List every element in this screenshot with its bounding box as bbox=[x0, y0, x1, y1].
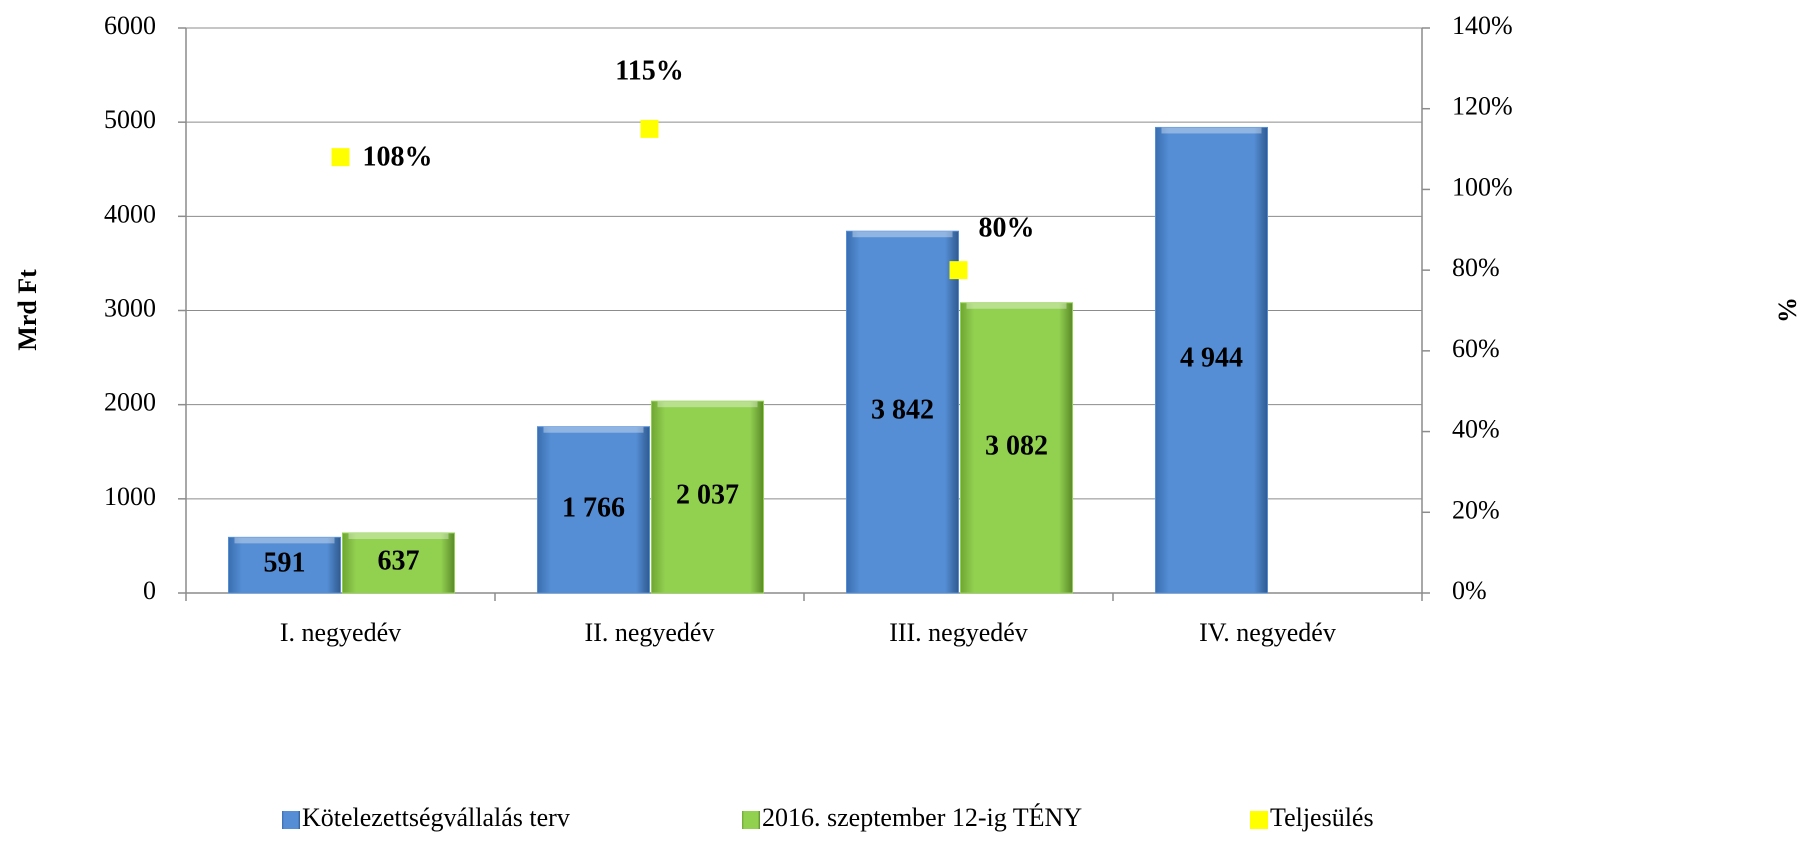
y-tick-label: 2000 bbox=[104, 388, 156, 417]
point bbox=[331, 148, 350, 167]
value-label: 2 037 bbox=[676, 480, 739, 511]
bar-bevel bbox=[348, 533, 449, 540]
y2-tick-label: 60% bbox=[1452, 334, 1500, 363]
bar-bevel bbox=[852, 231, 953, 238]
x-tick-label: I. negyedév bbox=[280, 618, 401, 647]
y2-tick-label: 80% bbox=[1452, 253, 1500, 282]
bar bbox=[342, 532, 455, 594]
value-label: 108% bbox=[363, 142, 433, 173]
x-tick-label: II. negyedév bbox=[585, 618, 715, 647]
value-label: 4 944 bbox=[1180, 343, 1243, 374]
legend-label: Kötelezettségvállalás terv bbox=[302, 803, 570, 832]
y-axis-title: Mrd Ft bbox=[13, 269, 42, 351]
bar-bevel bbox=[234, 537, 335, 544]
y-tick-label: 1000 bbox=[104, 482, 156, 511]
point bbox=[640, 119, 659, 138]
legend-swatch bbox=[1250, 811, 1268, 829]
bar bbox=[846, 230, 959, 594]
bar bbox=[1155, 126, 1268, 594]
y2-tick-label: 20% bbox=[1452, 495, 1500, 524]
value-label: 115% bbox=[615, 55, 683, 86]
bar-bevel bbox=[1161, 127, 1262, 134]
y-tick-label: 4000 bbox=[104, 199, 156, 228]
value-label: 1 766 bbox=[562, 492, 625, 523]
y2-tick-label: 100% bbox=[1452, 172, 1513, 201]
bar bbox=[960, 302, 1073, 594]
bar-bevel bbox=[543, 426, 644, 433]
point bbox=[949, 261, 968, 280]
y-tick-label: 3000 bbox=[104, 293, 156, 322]
legend-label: 2016. szeptember 12-ig TÉNY bbox=[762, 803, 1082, 832]
y2-tick-label: 0% bbox=[1452, 576, 1487, 605]
bar bbox=[228, 536, 341, 594]
legend-swatch bbox=[742, 811, 760, 829]
bar bbox=[651, 400, 764, 594]
x-tick-label: IV. negyedév bbox=[1199, 618, 1336, 647]
x-tick-label: III. negyedév bbox=[889, 618, 1028, 647]
bar bbox=[537, 426, 650, 594]
y2-axis-title: % bbox=[1773, 297, 1802, 323]
legend-swatch bbox=[282, 811, 300, 829]
legend-label: Teljesülés bbox=[1270, 803, 1374, 832]
y2-tick-label: 40% bbox=[1452, 415, 1500, 444]
y2-tick-label: 140% bbox=[1452, 11, 1513, 40]
y2-tick-label: 120% bbox=[1452, 92, 1513, 121]
value-label: 3 842 bbox=[871, 395, 934, 426]
y-tick-label: 6000 bbox=[104, 11, 156, 40]
value-label: 637 bbox=[378, 545, 420, 576]
y-tick-label: 0 bbox=[143, 576, 156, 605]
value-label: 80% bbox=[979, 213, 1035, 244]
value-label: 3 082 bbox=[985, 430, 1048, 461]
value-label: 591 bbox=[264, 548, 306, 579]
bar-bevel bbox=[657, 401, 758, 408]
y-tick-label: 5000 bbox=[104, 105, 156, 134]
bar-bevel bbox=[966, 302, 1067, 309]
